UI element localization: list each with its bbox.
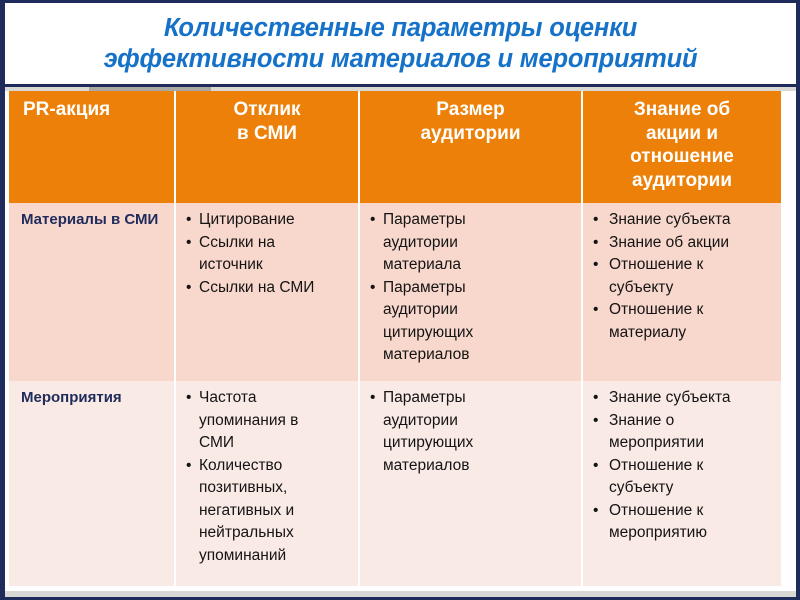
list-item-text: Параметры аудитории цитирующих материало… bbox=[383, 389, 474, 474]
column-header-awareness-attitude: Знание об акции и отношение аудитории bbox=[582, 91, 781, 203]
list-item: • Параметры аудитории цитирующих материал… bbox=[370, 277, 573, 367]
bullet-icon: • bbox=[593, 301, 599, 318]
cell-row1-media-response: • Цитирование • Ссылки на источник • Ссылки… bbox=[175, 203, 360, 381]
list-item: • Отношение к мероприятию bbox=[593, 500, 773, 545]
list-item: • Отношение к субъекту bbox=[593, 455, 773, 500]
list-item: • Ссылки на источник bbox=[186, 232, 350, 277]
list-item-text: Цитирование bbox=[199, 211, 295, 228]
bullet-icon: • bbox=[593, 233, 599, 251]
list-item: • Знание субъекта bbox=[593, 209, 773, 232]
bullet-list: • Знание субъекта • Знание о мероприятии •… bbox=[593, 387, 773, 545]
cell-row2-media-response: • Частота упоминания в СМИ • Количество по… bbox=[175, 381, 360, 586]
bullet-list: • Цитирование • Ссылки на источник • Ссылки… bbox=[186, 209, 350, 299]
list-item-text: Параметры аудитории цитирующих материало… bbox=[383, 278, 474, 364]
page-title: Количественные параметры оценки эффектив… bbox=[103, 13, 698, 73]
list-item: • Цитирование bbox=[186, 209, 350, 232]
bullet-icon: • bbox=[186, 233, 192, 251]
bullet-icon: • bbox=[370, 389, 376, 406]
list-item: • Отношение к субъекту bbox=[593, 254, 773, 299]
table-header-row: PR-акция Отклик в СМИ Размер аудитории З… bbox=[9, 91, 781, 203]
list-item-text: Отношение к мероприятию bbox=[609, 501, 707, 542]
title-divider-strip bbox=[5, 87, 796, 91]
list-item-text: Частота упоминания в СМИ bbox=[199, 389, 299, 451]
list-item-text: Количество позитивных, негативных и нейт… bbox=[199, 456, 295, 564]
bullet-icon: • bbox=[593, 211, 599, 228]
bullet-icon: • bbox=[186, 278, 192, 296]
list-item-text: Отношение к субъекту bbox=[609, 456, 704, 497]
bullet-icon: • bbox=[186, 456, 192, 474]
list-item-text: Знание субъекта bbox=[609, 389, 731, 406]
list-item-text: Ссылки на источник bbox=[199, 233, 276, 274]
parameters-table-container: PR-акция Отклик в СМИ Размер аудитории З… bbox=[9, 91, 781, 591]
row-label-media-materials: Материалы в СМИ bbox=[9, 203, 176, 381]
bullet-icon: • bbox=[370, 278, 376, 296]
list-item: • Знание о мероприятии bbox=[593, 410, 773, 455]
list-item: • Частота упоминания в СМИ bbox=[186, 387, 350, 455]
table-row: Материалы в СМИ • Цитирование • Ссылки на … bbox=[9, 203, 781, 381]
cell-row1-awareness-attitude: • Знание субъекта • Знание об акции • Отнош… bbox=[582, 203, 781, 381]
footer-strip bbox=[5, 591, 796, 597]
row-label-events: Мероприятия bbox=[9, 381, 176, 586]
slide-title-block: Количественные параметры оценки эффектив… bbox=[5, 3, 796, 87]
list-item-text: Знание об акции bbox=[609, 233, 730, 251]
bullet-icon: • bbox=[593, 411, 599, 429]
bullet-icon: • bbox=[593, 389, 599, 406]
list-item-text: Отношение к субъекту bbox=[609, 256, 704, 296]
list-item: • Ссылки на СМИ bbox=[186, 277, 350, 300]
bullet-icon: • bbox=[186, 211, 192, 228]
list-item-text: Параметры аудитории материала bbox=[383, 211, 466, 273]
list-item: • Знание субъекта bbox=[593, 387, 773, 410]
list-item: • Отношение к материалу bbox=[593, 299, 773, 344]
bullet-icon: • bbox=[186, 389, 192, 406]
bullet-icon: • bbox=[593, 501, 599, 519]
table-row: Мероприятия • Частота упоминания в СМИ • К… bbox=[9, 381, 781, 586]
list-item-text: Знание о мероприятии bbox=[609, 411, 704, 452]
list-item: • Знание об акции bbox=[593, 232, 773, 255]
list-item-text: Ссылки на СМИ bbox=[199, 278, 315, 296]
column-header-pr-action: PR-акция bbox=[9, 91, 176, 203]
column-header-audience-size: Размер аудитории bbox=[359, 91, 583, 203]
cell-row1-audience-size: • Параметры аудитории материала • Параметр… bbox=[359, 203, 583, 381]
parameters-table: PR-акция Отклик в СМИ Размер аудитории З… bbox=[9, 91, 781, 586]
bullet-list: • Параметры аудитории материала • Параметр… bbox=[370, 209, 573, 367]
list-item-text: Знание субъекта bbox=[609, 211, 731, 228]
table-header: PR-акция Отклик в СМИ Размер аудитории З… bbox=[9, 91, 781, 203]
list-item: • Параметры аудитории цитирующих материал… bbox=[370, 387, 573, 477]
bullet-list: • Частота упоминания в СМИ • Количество по… bbox=[186, 387, 350, 567]
table-body: Материалы в СМИ • Цитирование • Ссылки на … bbox=[9, 203, 781, 586]
bullet-icon: • bbox=[593, 456, 599, 474]
bullet-icon: • bbox=[593, 256, 599, 273]
bullet-icon: • bbox=[370, 211, 376, 228]
cell-row2-awareness-attitude: • Знание субъекта • Знание о мероприятии •… bbox=[582, 381, 781, 586]
bullet-list: • Параметры аудитории цитирующих материал… bbox=[370, 387, 573, 477]
list-item: • Количество позитивных, негативных и ней… bbox=[186, 455, 350, 568]
bullet-list: • Знание субъекта • Знание об акции • Отнош… bbox=[593, 209, 773, 344]
cell-row2-audience-size: • Параметры аудитории цитирующих материал… bbox=[359, 381, 583, 586]
list-item-text: Отношение к материалу bbox=[609, 301, 704, 341]
column-header-media-response: Отклик в СМИ bbox=[175, 91, 360, 203]
list-item: • Параметры аудитории материала bbox=[370, 209, 573, 277]
